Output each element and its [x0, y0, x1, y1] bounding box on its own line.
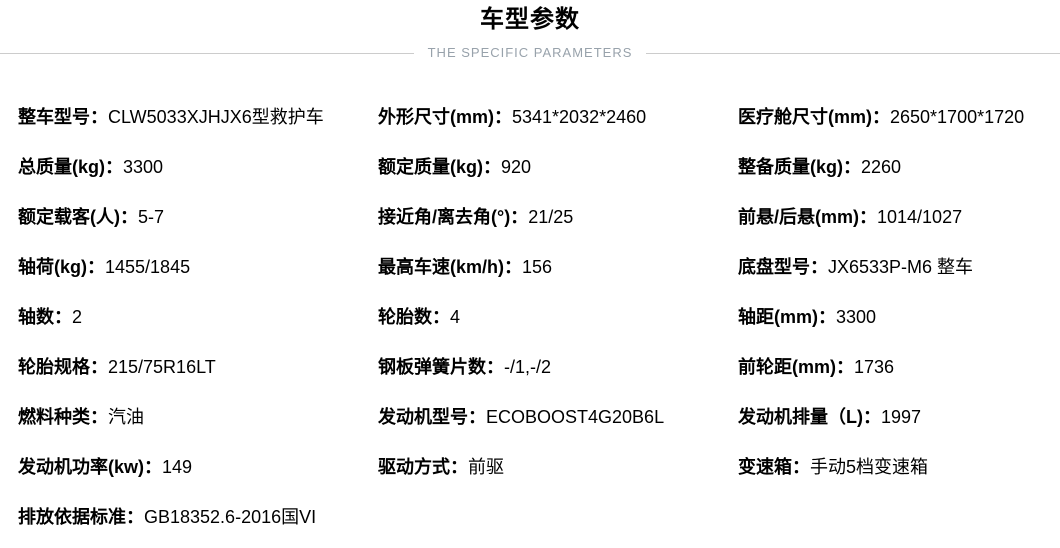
spec-value: 1014/1027: [877, 207, 963, 227]
spec-label: 前轮距(mm)：: [738, 357, 854, 377]
spec-row-front-rear-overhang: 前悬/后悬(mm)：1014/1027: [738, 206, 1060, 256]
spec-row-vehicle-model: 整车型号：CLW5033XJHJX6型救护车: [18, 106, 378, 156]
subtitle-row: THE SPECIFIC PARAMETERS: [0, 44, 1060, 62]
spec-value: GB18352.6-2016国VI: [144, 507, 317, 527]
spec-row-curb-weight: 整备质量(kg)：2260: [738, 156, 1060, 206]
page-subtitle: THE SPECIFIC PARAMETERS: [427, 45, 633, 60]
spec-label: 前悬/后悬(mm)：: [738, 207, 877, 227]
spec-value: 1997: [881, 407, 922, 427]
spec-value: 156: [522, 257, 553, 277]
spec-label: 底盘型号：: [738, 257, 828, 277]
spec-value: 3300: [836, 307, 877, 327]
spec-label: 排放依据标准：: [18, 507, 144, 527]
spec-value: -/1,-/2: [504, 357, 552, 377]
spec-label: 变速箱：: [738, 457, 810, 477]
spec-value: 3300: [123, 157, 164, 177]
spec-value: 汽油: [108, 407, 144, 427]
spec-row-rated-passengers: 额定载客(人)：5-7: [18, 206, 378, 256]
spec-row-leaf-spring-count: 钢板弹簧片数：-/1,-/2: [378, 356, 738, 406]
spec-value: 4: [450, 307, 461, 327]
spec-label: 驱动方式：: [378, 457, 468, 477]
spec-value: JX6533P-M6 整车: [828, 257, 974, 277]
spec-label: 最高车速(km/h)：: [378, 257, 522, 277]
spec-row-tire-count: 轮胎数：4: [378, 306, 738, 356]
spec-label: 接近角/离去角(°)：: [378, 207, 529, 227]
spec-value: 1736: [854, 357, 895, 377]
spec-label: 医疗舱尺寸(mm)：: [738, 107, 890, 127]
spec-value: CLW5033XJHJX6型救护车: [108, 107, 324, 127]
spec-row-engine-displacement: 发动机排量（L)：1997: [738, 406, 1060, 456]
spec-grid: 整车型号：CLW5033XJHJX6型救护车 总质量(kg)：3300 额定载客…: [0, 106, 1060, 548]
spec-row-wheelbase: 轴距(mm)：3300: [738, 306, 1060, 356]
spec-value: 149: [162, 457, 193, 477]
spec-value: 5-7: [138, 207, 165, 227]
spec-row-max-speed: 最高车速(km/h)：156: [378, 256, 738, 306]
spec-label: 轴数：: [18, 307, 72, 327]
spec-value: 2650*1700*1720: [890, 107, 1025, 127]
spec-row-front-track: 前轮距(mm)：1736: [738, 356, 1060, 406]
spec-value: 1455/1845: [105, 257, 191, 277]
spec-row-fuel-type: 燃料种类：汽油: [18, 406, 378, 456]
spec-row-chassis-model: 底盘型号：JX6533P-M6 整车: [738, 256, 1060, 306]
spec-label: 轮胎规格：: [18, 357, 108, 377]
spec-label: 轴荷(kg)：: [18, 257, 105, 277]
spec-label: 发动机型号：: [378, 407, 486, 427]
spec-value: 215/75R16LT: [108, 357, 216, 377]
spec-row-emission-standard: 排放依据标准：GB18352.6-2016国VI: [18, 506, 378, 548]
spec-label: 整备质量(kg)：: [738, 157, 861, 177]
spec-value: 前驱: [468, 457, 504, 477]
spec-value: ECOBOOST4G20B6L: [486, 407, 665, 427]
divider-line-right: [646, 52, 1060, 54]
spec-label: 发动机功率(kw)：: [18, 457, 162, 477]
spec-row-gross-weight: 总质量(kg)：3300: [18, 156, 378, 206]
spec-label: 轴距(mm)：: [738, 307, 836, 327]
divider-line-left: [0, 52, 414, 54]
spec-column-2: 外形尺寸(mm)：5341*2032*2460 额定质量(kg)：920 接近角…: [378, 106, 738, 548]
spec-row-engine-power: 发动机功率(kw)：149: [18, 456, 378, 506]
spec-row-drive-type: 驱动方式：前驱: [378, 456, 738, 506]
spec-row-gearbox: 变速箱：手动5档变速箱: [738, 456, 1060, 506]
spec-column-3: 医疗舱尺寸(mm)：2650*1700*1720 整备质量(kg)：2260 前…: [738, 106, 1060, 548]
spec-label: 额定载客(人)：: [18, 207, 138, 227]
spec-row-medical-cabin-dimensions: 医疗舱尺寸(mm)：2650*1700*1720: [738, 106, 1060, 156]
spec-value: 2: [72, 307, 83, 327]
spec-row-overall-dimensions: 外形尺寸(mm)：5341*2032*2460: [378, 106, 738, 156]
spec-label: 总质量(kg)：: [18, 157, 123, 177]
spec-label: 整车型号：: [18, 107, 108, 127]
spec-label: 轮胎数：: [378, 307, 450, 327]
spec-label: 额定质量(kg)：: [378, 157, 501, 177]
spec-label: 燃料种类：: [18, 407, 108, 427]
spec-label: 钢板弹簧片数：: [378, 357, 504, 377]
spec-row-rated-load: 额定质量(kg)：920: [378, 156, 738, 206]
spec-value: 2260: [861, 157, 902, 177]
spec-row-axle-load: 轴荷(kg)：1455/1845: [18, 256, 378, 306]
spec-row-tire-spec: 轮胎规格：215/75R16LT: [18, 356, 378, 406]
spec-column-1: 整车型号：CLW5033XJHJX6型救护车 总质量(kg)：3300 额定载客…: [18, 106, 378, 548]
spec-label: 外形尺寸(mm)：: [378, 107, 512, 127]
spec-row-axle-count: 轴数：2: [18, 306, 378, 356]
spec-label: 发动机排量（L)：: [738, 407, 881, 427]
spec-row-engine-model: 发动机型号：ECOBOOST4G20B6L: [378, 406, 738, 456]
spec-value: 5341*2032*2460: [512, 107, 647, 127]
spec-row-approach-departure-angle: 接近角/离去角(°)：21/25: [378, 206, 738, 256]
spec-value: 手动5档变速箱: [810, 457, 929, 477]
spec-value: 920: [501, 157, 532, 177]
page-title: 车型参数: [480, 6, 580, 33]
spec-value: 21/25: [528, 207, 574, 227]
